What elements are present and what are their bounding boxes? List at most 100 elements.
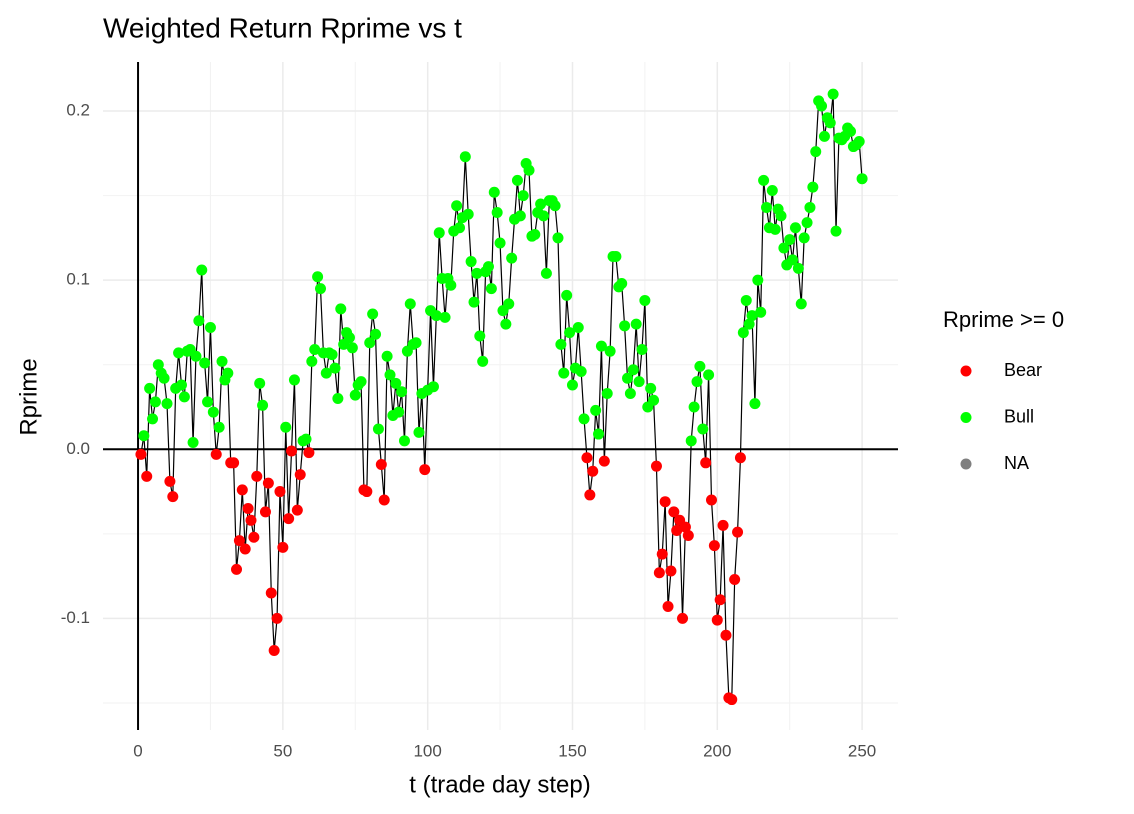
point: [216, 355, 228, 367]
point: [807, 181, 819, 193]
point: [239, 543, 251, 555]
point: [659, 496, 671, 508]
point: [259, 506, 271, 518]
point: [566, 379, 578, 391]
point: [818, 130, 830, 142]
point: [367, 308, 379, 320]
point: [262, 477, 274, 489]
point: [413, 426, 425, 438]
point: [552, 232, 564, 244]
point: [477, 355, 489, 367]
point: [627, 364, 639, 376]
point: [688, 401, 700, 413]
point: [784, 234, 796, 246]
point: [451, 200, 463, 212]
point: [378, 494, 390, 506]
point: [280, 421, 292, 433]
point: [792, 262, 804, 274]
y-axis-title: Rprime: [15, 358, 42, 435]
point: [144, 382, 156, 394]
point: [752, 274, 764, 286]
point: [529, 228, 541, 240]
point: [778, 242, 790, 254]
point: [656, 548, 668, 560]
point: [726, 694, 738, 706]
point: [708, 540, 720, 552]
point: [161, 398, 173, 410]
point: [286, 445, 298, 457]
point: [375, 458, 387, 470]
point: [370, 328, 382, 340]
point: [590, 404, 602, 416]
point: [433, 227, 445, 239]
point: [231, 563, 243, 575]
point: [474, 330, 486, 342]
point: [787, 254, 799, 266]
y-tick-label: -0.1: [61, 608, 90, 627]
point: [732, 526, 744, 538]
point: [587, 465, 599, 477]
point: [236, 484, 248, 496]
x-tick-label: 50: [273, 741, 292, 760]
point: [621, 372, 633, 384]
point: [202, 396, 214, 408]
point: [326, 349, 338, 361]
point: [343, 332, 355, 344]
point: [853, 135, 865, 147]
point: [335, 303, 347, 315]
x-axis-title: t (trade day step): [409, 771, 590, 798]
point: [228, 457, 240, 469]
point: [549, 200, 561, 212]
point: [158, 372, 170, 384]
legend-label: NA: [1004, 453, 1029, 473]
point: [685, 435, 697, 447]
point: [601, 387, 613, 399]
point: [268, 645, 280, 657]
point: [500, 318, 512, 330]
point: [149, 396, 161, 408]
point: [653, 567, 665, 579]
point: [488, 186, 500, 198]
point: [700, 457, 712, 469]
point: [671, 524, 683, 536]
point: [265, 587, 277, 599]
point: [410, 337, 422, 349]
point: [462, 208, 474, 220]
point: [679, 521, 691, 533]
point: [384, 369, 396, 381]
point: [761, 201, 773, 213]
point: [561, 289, 573, 301]
point: [164, 475, 176, 487]
series-line: [140, 94, 863, 701]
point: [175, 379, 187, 391]
point: [789, 222, 801, 234]
point: [610, 250, 622, 262]
point: [251, 470, 263, 482]
point: [245, 514, 257, 526]
point: [795, 298, 807, 310]
point: [288, 374, 300, 386]
point: [506, 252, 518, 264]
point: [633, 376, 645, 388]
legend-label: Bear: [1004, 360, 1042, 380]
point: [720, 629, 732, 641]
point: [503, 298, 515, 310]
x-tick-label: 0: [133, 741, 142, 760]
point: [662, 601, 674, 613]
point: [639, 294, 651, 306]
point: [207, 406, 219, 418]
point: [361, 486, 373, 498]
point: [439, 311, 451, 323]
point: [705, 494, 717, 506]
y-tick-label: 0.1: [66, 270, 90, 289]
point: [277, 541, 289, 553]
legend-title: Rprime >= 0: [943, 307, 1064, 332]
point: [711, 614, 723, 626]
point: [564, 327, 576, 339]
point: [471, 267, 483, 279]
point: [650, 460, 662, 472]
point: [454, 222, 466, 234]
point: [390, 377, 402, 389]
point: [349, 389, 361, 401]
